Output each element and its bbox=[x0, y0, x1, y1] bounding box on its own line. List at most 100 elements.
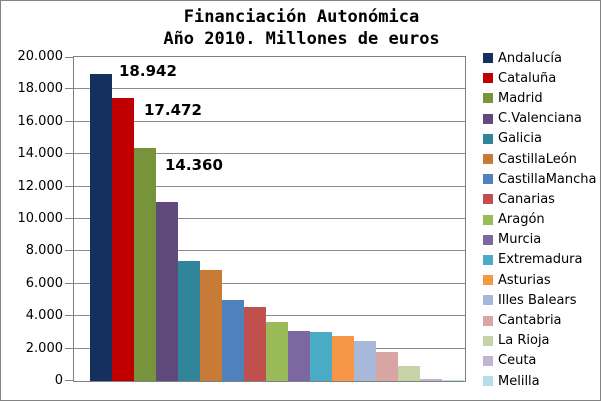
y-axis-tick bbox=[65, 250, 73, 252]
bar-galicia bbox=[178, 260, 200, 381]
gridline bbox=[74, 120, 465, 122]
data-label-andalucia: 18.942 bbox=[119, 62, 177, 81]
legend-item-madrid: Madrid bbox=[483, 88, 598, 108]
y-axis-label: 14.000 bbox=[17, 146, 64, 162]
y-axis-tick bbox=[65, 347, 73, 349]
gridline bbox=[74, 218, 465, 219]
legend-item-la-rioja: La Rioja bbox=[483, 331, 598, 351]
legend-label: Galicia bbox=[498, 131, 542, 147]
legend-swatch-icon bbox=[483, 335, 493, 346]
data-label-madrid: 14.360 bbox=[165, 156, 223, 175]
y-axis-tick bbox=[65, 57, 73, 58]
bar-andalucia bbox=[90, 74, 112, 381]
legend-swatch-icon bbox=[483, 73, 493, 84]
bar-asturias bbox=[332, 335, 354, 381]
chart-subtitle: Año 2010. Millones de euros bbox=[163, 29, 440, 49]
legend-label: Ceuta bbox=[498, 353, 537, 369]
legend-item-melilla: Melilla bbox=[483, 371, 598, 391]
legend-swatch-icon bbox=[483, 214, 493, 225]
y-axis-tick bbox=[65, 282, 73, 284]
y-axis-label: 0 bbox=[54, 373, 63, 388]
legend-label: Madrid bbox=[498, 90, 543, 106]
legend-swatch-icon bbox=[483, 254, 493, 265]
legend-item-asturias: Asturias bbox=[483, 270, 598, 290]
bar-ceuta bbox=[420, 379, 442, 381]
legend-item-aragon: Aragón bbox=[483, 210, 598, 230]
bar-murcia bbox=[288, 330, 310, 381]
legend-swatch-icon bbox=[483, 194, 493, 205]
y-axis-label: 16.000 bbox=[17, 113, 64, 129]
bar-illes-balears bbox=[354, 341, 376, 381]
bar-madrid bbox=[134, 148, 156, 381]
legend-label: Illes Balears bbox=[498, 292, 577, 308]
legend-swatch-icon bbox=[483, 174, 493, 185]
legend-item-canarias: Canarias bbox=[483, 189, 598, 209]
y-axis-tick bbox=[65, 315, 73, 317]
gridline bbox=[74, 250, 465, 252]
legend-swatch-icon bbox=[483, 133, 493, 144]
legend-swatch-icon bbox=[483, 275, 493, 286]
legend-swatch-icon bbox=[483, 154, 493, 165]
legend-label: Murcia bbox=[498, 232, 542, 248]
legend-label: Canarias bbox=[498, 191, 555, 207]
y-axis-label: 18.000 bbox=[17, 81, 64, 97]
legend-item-castillamancha: CastillaMancha bbox=[483, 169, 598, 189]
y-axis-tick bbox=[65, 88, 73, 90]
legend-item-illes-balears: Illes Balears bbox=[483, 290, 598, 310]
bar-la-rioja bbox=[398, 366, 420, 381]
legend-label: CastillaLeón bbox=[498, 151, 577, 167]
legend-item-c-valenciana: C.Valenciana bbox=[483, 109, 598, 129]
bar-extremadura bbox=[310, 331, 332, 381]
bar-castillaleon bbox=[200, 270, 222, 381]
legend-label: Andalucía bbox=[498, 50, 562, 66]
legend-swatch-icon bbox=[483, 376, 493, 387]
legend-label: C.Valenciana bbox=[498, 111, 582, 127]
legend-swatch-icon bbox=[483, 113, 493, 124]
y-axis-label: 20.000 bbox=[17, 49, 64, 64]
legend-label: Extremadura bbox=[498, 252, 583, 268]
legend-swatch-icon bbox=[483, 234, 493, 245]
legend-item-galicia: Galicia bbox=[483, 129, 598, 149]
legend-item-cantabria: Cantabria bbox=[483, 310, 598, 330]
chart-title-block: Financiación Autonómica Año 2010. Millon… bbox=[1, 6, 600, 50]
gridline bbox=[74, 282, 465, 284]
chart-title: Financiación Autonómica bbox=[183, 7, 420, 27]
bar-canarias bbox=[244, 307, 266, 381]
legend: Andalucía Cataluña Madrid C.Valenciana Galic… bbox=[483, 48, 598, 391]
legend-item-cataluna: Cataluña bbox=[483, 68, 598, 88]
legend-label: Cantabria bbox=[498, 313, 562, 329]
bar-c-valenciana bbox=[156, 202, 178, 381]
legend-swatch-icon bbox=[483, 93, 493, 104]
y-axis-tick bbox=[65, 380, 73, 381]
legend-item-extremadura: Extremadura bbox=[483, 250, 598, 270]
legend-label: Aragón bbox=[498, 212, 545, 228]
gridline bbox=[74, 315, 465, 317]
legend-label: Melilla bbox=[498, 373, 540, 389]
legend-item-castillaleon: CastillaLeón bbox=[483, 149, 598, 169]
y-axis-label: 2.000 bbox=[25, 340, 63, 356]
gridline bbox=[74, 88, 465, 90]
y-axis-label: 12.000 bbox=[17, 178, 64, 194]
legend-swatch-icon bbox=[483, 315, 493, 326]
y-axis-tick bbox=[65, 153, 73, 155]
y-axis-tick bbox=[65, 185, 73, 187]
legend-swatch-icon bbox=[483, 53, 493, 64]
y-axis-label: 6.000 bbox=[25, 275, 63, 291]
gridline bbox=[74, 185, 465, 187]
y-axis-label: 10.000 bbox=[17, 211, 64, 226]
bar-aragon bbox=[266, 321, 288, 381]
legend-item-andalucia: Andalucía bbox=[483, 48, 598, 68]
bar-cataluna bbox=[112, 97, 134, 381]
legend-item-murcia: Murcia bbox=[483, 230, 598, 250]
data-label-cataluna: 17.472 bbox=[144, 100, 202, 119]
bar-cantabria bbox=[376, 352, 398, 381]
legend-label: Asturias bbox=[498, 272, 551, 288]
legend-label: CastillaMancha bbox=[498, 171, 597, 187]
y-axis-tick bbox=[65, 120, 73, 122]
y-axis-label: 8.000 bbox=[25, 243, 63, 259]
y-axis-tick bbox=[65, 218, 73, 219]
plot-area bbox=[65, 56, 466, 382]
legend-item-ceuta: Ceuta bbox=[483, 351, 598, 371]
y-axis-label: 4.000 bbox=[25, 308, 63, 324]
